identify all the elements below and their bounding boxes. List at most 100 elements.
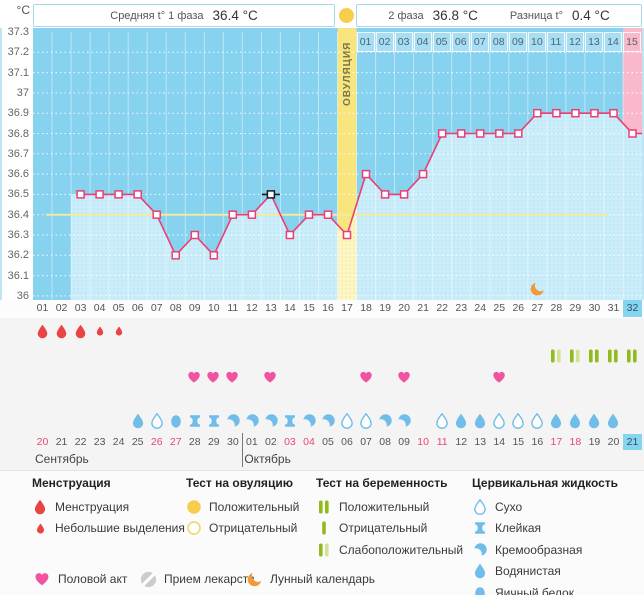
cervical-fluid-creamy-icon bbox=[396, 413, 412, 429]
calendar-date-cell-11[interactable]: 11 bbox=[436, 436, 448, 448]
calendar-date-cell-20[interactable]: 20 bbox=[607, 436, 620, 448]
xaxis-band bbox=[0, 300, 644, 318]
cycle-day-cell-12[interactable]: 12 bbox=[246, 302, 258, 314]
cycle-day-cell-17[interactable]: 17 bbox=[341, 302, 353, 314]
cycle-day-cell-18[interactable]: 18 bbox=[360, 302, 372, 314]
cycle-day-cell-25[interactable]: 25 bbox=[493, 302, 506, 314]
cycle-day-cell-09[interactable]: 09 bbox=[188, 302, 201, 314]
cycle-day-cell-29[interactable]: 29 bbox=[569, 302, 582, 314]
legend-footer-item: Прием лекарств bbox=[140, 570, 255, 588]
calendar-date-cell-14[interactable]: 14 bbox=[493, 436, 506, 448]
phase2-day-cell: 08 bbox=[489, 32, 508, 52]
temperature-point-day-4 bbox=[95, 190, 104, 199]
cycle-day-cell-32[interactable]: 32 bbox=[622, 300, 642, 317]
cycle-day-cell-22[interactable]: 22 bbox=[436, 302, 449, 314]
legend-item-label: Положительный bbox=[339, 499, 430, 514]
calendar-date-cell-03[interactable]: 03 bbox=[284, 436, 296, 448]
calendar-date-cell-21[interactable]: 21 bbox=[622, 434, 642, 450]
pregnancy-test-weak_positive-icon bbox=[548, 348, 564, 364]
calendar-date-cell-25[interactable]: 25 bbox=[131, 436, 144, 448]
legend-item: Сухо bbox=[472, 498, 522, 515]
cycle-day-cell-04[interactable]: 04 bbox=[93, 302, 106, 314]
cycle-day-cell-06[interactable]: 06 bbox=[131, 302, 144, 314]
calendar-date-cell-21[interactable]: 21 bbox=[55, 436, 68, 448]
legend-item: Небольшие выделения bbox=[32, 520, 185, 537]
calendar-date-cell-29[interactable]: 29 bbox=[207, 436, 220, 448]
bars-weak-icon bbox=[316, 542, 332, 558]
cycle-day-cell-08[interactable]: 08 bbox=[169, 302, 182, 314]
calendar-date-cell-04[interactable]: 04 bbox=[303, 436, 315, 448]
cycle-day-cell-01[interactable]: 01 bbox=[36, 302, 49, 314]
calendar-date-cell-30[interactable]: 30 bbox=[226, 436, 239, 448]
calendar-date-cell-26[interactable]: 26 bbox=[150, 436, 163, 448]
month-label-september: Сентябрь bbox=[35, 452, 89, 466]
cervical-fluid-watery-icon bbox=[453, 413, 469, 429]
calendar-date-cell-27[interactable]: 27 bbox=[169, 436, 182, 448]
y-tick-label: 36 bbox=[16, 289, 29, 302]
calendar-date-cell-01[interactable]: 01 bbox=[246, 436, 258, 448]
calendar-date-cell-23[interactable]: 23 bbox=[93, 436, 106, 448]
calendar-date-cell-02[interactable]: 02 bbox=[265, 436, 277, 448]
circle-filled-icon bbox=[186, 499, 202, 515]
cycle-day-cell-27[interactable]: 27 bbox=[531, 302, 544, 314]
temperature-point-day-13 bbox=[266, 190, 276, 199]
ovulation-test-positive-icon bbox=[339, 8, 354, 23]
cycle-day-cell-20[interactable]: 20 bbox=[398, 302, 410, 314]
temperature-point-day-26 bbox=[514, 129, 523, 138]
cervical-fluid-dry-icon bbox=[339, 413, 355, 429]
temperature-point-day-5 bbox=[114, 190, 123, 199]
cycle-day-cell-31[interactable]: 31 bbox=[607, 302, 620, 314]
cervical-fluid-watery-icon bbox=[605, 413, 621, 429]
calendar-date-cell-13[interactable]: 13 bbox=[474, 436, 487, 448]
spotting-icon bbox=[114, 326, 124, 336]
calendar-date-cell-05[interactable]: 05 bbox=[322, 436, 334, 448]
cycle-day-cell-11[interactable]: 11 bbox=[227, 302, 239, 314]
legend-item-label: Клейкая bbox=[495, 521, 542, 535]
calendar-date-cell-08[interactable]: 08 bbox=[379, 436, 391, 448]
month-label-october: Октябрь bbox=[244, 452, 291, 466]
calendar-date-cell-24[interactable]: 24 bbox=[112, 436, 125, 448]
calendar-date-cell-06[interactable]: 06 bbox=[341, 436, 353, 448]
cycle-day-cell-23[interactable]: 23 bbox=[455, 302, 468, 314]
cycle-day-cell-19[interactable]: 19 bbox=[379, 302, 391, 314]
cycle-day-cell-16[interactable]: 16 bbox=[322, 302, 334, 314]
cycle-day-cell-02[interactable]: 02 bbox=[55, 302, 68, 314]
cervical-fluid-dry-icon bbox=[529, 413, 545, 429]
cycle-day-cell-14[interactable]: 14 bbox=[284, 302, 296, 314]
calendar-date-cell-09[interactable]: 09 bbox=[398, 436, 410, 448]
cycle-day-cell-05[interactable]: 05 bbox=[112, 302, 125, 314]
fluid-dry-icon bbox=[472, 498, 488, 515]
cycle-day-cell-13[interactable]: 13 bbox=[265, 302, 277, 314]
cervical-fluid-dry-icon bbox=[510, 413, 526, 429]
calendar-date-cell-22[interactable]: 22 bbox=[74, 436, 87, 448]
cycle-day-cell-30[interactable]: 30 bbox=[588, 302, 601, 314]
calendar-date-cell-12[interactable]: 12 bbox=[455, 436, 468, 448]
temperature-area-ovulation bbox=[337, 204, 357, 300]
phase2-day-cell: 02 bbox=[375, 32, 394, 52]
cycle-day-cell-26[interactable]: 26 bbox=[512, 302, 525, 314]
legend-group-title: Цервикальная жидкость bbox=[472, 476, 619, 490]
temperature-point-day-31 bbox=[609, 108, 618, 118]
cycle-day-cell-03[interactable]: 03 bbox=[74, 302, 87, 314]
temperature-point-day-28 bbox=[552, 108, 561, 118]
calendar-date-cell-17[interactable]: 17 bbox=[550, 436, 563, 448]
calendar-date-cell-19[interactable]: 19 bbox=[588, 436, 601, 448]
calendar-date-cell-28[interactable]: 28 bbox=[188, 436, 201, 448]
calendar-date-cell-16[interactable]: 16 bbox=[531, 436, 544, 448]
cycle-day-cell-24[interactable]: 24 bbox=[474, 302, 487, 314]
intercourse-icon bbox=[359, 370, 374, 385]
cervical-fluid-watery-icon bbox=[472, 413, 488, 429]
calendar-date-cell-20[interactable]: 20 bbox=[36, 436, 49, 448]
cycle-day-cell-07[interactable]: 07 bbox=[150, 302, 163, 314]
calendar-date-cell-18[interactable]: 18 bbox=[569, 436, 582, 448]
cycle-day-cell-21[interactable]: 21 bbox=[417, 302, 429, 314]
cycle-day-cell-28[interactable]: 28 bbox=[550, 302, 563, 314]
cycle-day-cell-10[interactable]: 10 bbox=[207, 302, 220, 314]
calendar-date-cell-07[interactable]: 07 bbox=[360, 436, 372, 448]
cycle-day-cell-15[interactable]: 15 bbox=[303, 302, 315, 314]
phase2-average-label: 2 фаза bbox=[388, 9, 424, 22]
calendar-date-cell-15[interactable]: 15 bbox=[512, 436, 525, 448]
calendar-date-cell-10[interactable]: 10 bbox=[417, 436, 429, 448]
phase2-day-cell: 09 bbox=[508, 32, 527, 52]
phase2-day-cell: 06 bbox=[451, 32, 470, 52]
